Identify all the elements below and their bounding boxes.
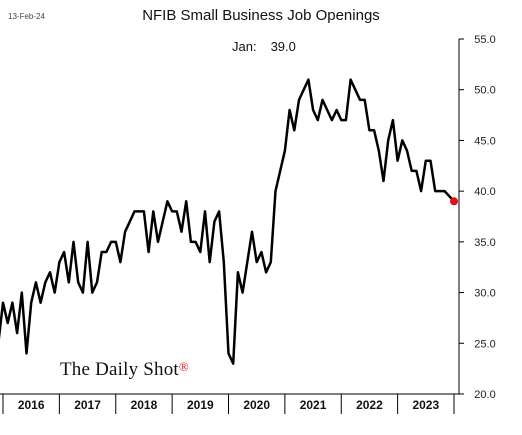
series-line (0, 78, 456, 365)
x-tick-label: 2019 (187, 398, 214, 412)
chart-title: NFIB Small Business Job Openings (142, 7, 380, 24)
x-tick-label: 2022 (356, 398, 383, 412)
x-tick-label: 2020 (243, 398, 270, 412)
axis-group: 20.0 25.0 30.0 35.0 40.0 45.0 50.0 55.0 2016 2017… (0, 34, 496, 414)
y-tick-label: 45.0 (474, 135, 495, 147)
last-data-point (450, 197, 458, 206)
y-tick-label: 20.0 (474, 389, 495, 401)
logo-mark: ® (178, 359, 189, 374)
annotation-value: 39.0 (270, 39, 296, 54)
annotation-label: Jan: (232, 39, 257, 54)
y-tick-label: 50.0 (474, 85, 495, 97)
daily-shot-logo: The Daily Shot® (60, 359, 189, 381)
y-tick-label: 25.0 (474, 338, 495, 350)
series-group (0, 78, 458, 365)
latest-value-annotation: Jan: 39.0 (232, 39, 296, 54)
x-tick-label: 2016 (18, 398, 45, 412)
x-tick-label: 2017 (74, 398, 101, 412)
x-tick-label: 2018 (131, 398, 158, 412)
y-tick-label: 30.0 (474, 288, 495, 300)
y-tick-label: 40.0 (474, 186, 495, 198)
y-tick-label: 35.0 (474, 237, 495, 249)
logo-text: The Daily Shot (60, 359, 179, 380)
x-tick-label: 2023 (412, 398, 439, 412)
y-tick-label: 55.0 (474, 34, 495, 46)
date-stamp: 13-Feb-24 (8, 12, 45, 21)
x-tick-label: 2021 (300, 398, 327, 412)
